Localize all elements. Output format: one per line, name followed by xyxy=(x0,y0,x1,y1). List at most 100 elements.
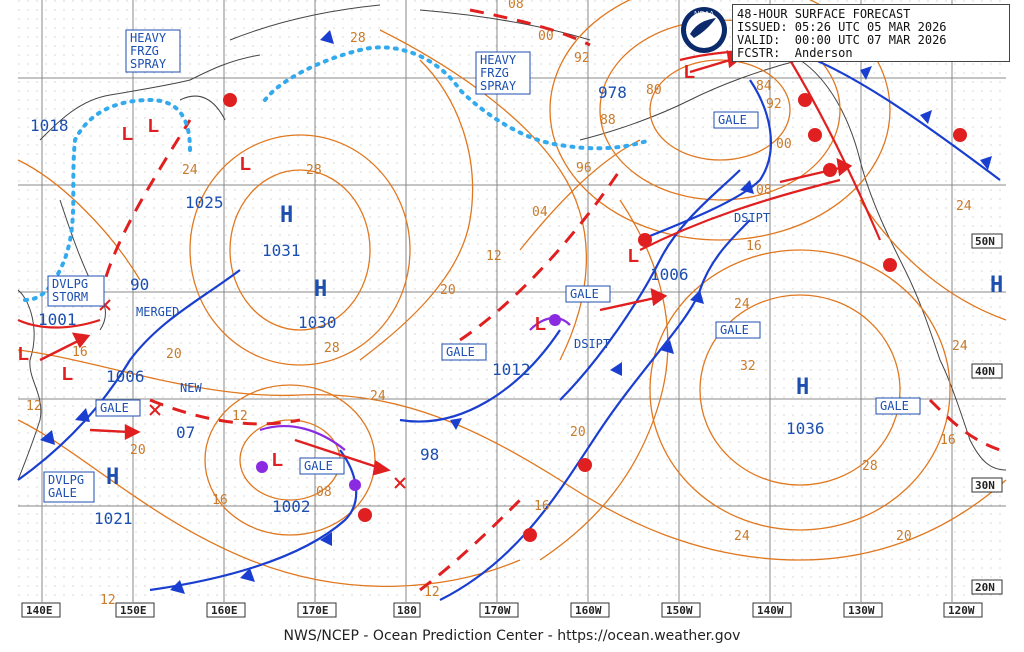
svg-text:24: 24 xyxy=(370,389,386,404)
warning-gale-3: GALE xyxy=(446,345,475,359)
svg-text:20: 20 xyxy=(896,529,912,544)
svg-text:16: 16 xyxy=(746,239,762,254)
isobars xyxy=(17,0,1007,588)
pressure-1025: 1025 xyxy=(185,193,224,212)
fronts xyxy=(17,48,1001,601)
svg-text:150E: 150E xyxy=(120,604,147,617)
svg-text:20: 20 xyxy=(570,425,586,440)
warning-dvlpg-gale: DVLPG GALE xyxy=(48,473,84,500)
svg-text:28: 28 xyxy=(862,459,878,474)
annotation-dsipt-1: DSIPT xyxy=(574,337,610,351)
warning-gale-7: GALE xyxy=(880,399,909,413)
footer-credit: NWS/NCEP - Ocean Prediction Center - htt… xyxy=(283,628,741,644)
svg-text:180: 180 xyxy=(397,604,417,617)
svg-text:140E: 140E xyxy=(26,604,53,617)
x-markers xyxy=(99,299,406,489)
svg-text:32: 32 xyxy=(740,359,756,374)
warning-gale-1: GALE xyxy=(100,401,129,415)
low-symbols: L L L L L L L L L xyxy=(18,62,695,470)
forecast-header: 48-HOUR SURFACE FORECAST ISSUED: 05:26 U… xyxy=(732,4,1010,62)
warning-gale-5: GALE xyxy=(720,323,749,337)
svg-text:16: 16 xyxy=(534,499,550,514)
svg-text:150W: 150W xyxy=(666,604,693,617)
annotation-new: NEW xyxy=(180,381,202,395)
pressure-98: 98 xyxy=(420,445,439,464)
pressure-1001: 1001 xyxy=(38,310,77,329)
svg-text:50N: 50N xyxy=(975,235,995,248)
axis-labels: 140E 150E 160E 170E 180 170W 160W 150W 1… xyxy=(21,233,1003,618)
svg-text:L: L xyxy=(272,450,283,470)
ice-edge xyxy=(23,45,652,302)
svg-text:L: L xyxy=(535,314,546,334)
svg-text:92: 92 xyxy=(574,51,590,66)
high-symbol: H xyxy=(314,277,327,302)
svg-text:24: 24 xyxy=(182,163,198,178)
svg-text:24: 24 xyxy=(952,339,968,354)
pressure-1030: 1030 xyxy=(298,313,337,332)
svg-text:92: 92 xyxy=(766,97,782,112)
pressure-1021: 1021 xyxy=(94,509,133,528)
warning-gale-4: GALE xyxy=(570,287,599,301)
svg-text:04: 04 xyxy=(532,205,548,220)
isobar-labels: 08 00 92 28 24 28 16 20 12 20 24 28 24 3… xyxy=(26,0,972,608)
pressure-1018: 1018 xyxy=(30,116,69,135)
svg-text:96: 96 xyxy=(576,161,592,176)
annotation-dsipt-2: DSIPT xyxy=(734,211,770,225)
svg-text:NOAA: NOAA xyxy=(694,11,714,18)
svg-text:12: 12 xyxy=(100,593,116,608)
svg-text:20: 20 xyxy=(440,283,456,298)
warning-gale-6: GALE xyxy=(718,113,747,127)
high-symbol: H xyxy=(280,203,293,228)
front-symbols xyxy=(40,30,992,594)
svg-text:170E: 170E xyxy=(302,604,329,617)
svg-text:L: L xyxy=(122,124,133,144)
high-symbol: H xyxy=(796,375,809,400)
high-symbol: H xyxy=(106,465,119,490)
pressure-1006b: 1006 xyxy=(650,265,689,284)
pressure-1002: 1002 xyxy=(272,497,311,516)
svg-text:28: 28 xyxy=(324,341,340,356)
annotations: MERGED NEW DSIPT DSIPT xyxy=(136,211,770,395)
warning-heavy-frzg-spray-2: HEAVY FRZG SPRAY xyxy=(480,53,517,93)
svg-text:08: 08 xyxy=(508,0,524,12)
pressure-1012: 1012 xyxy=(492,360,531,379)
svg-text:30N: 30N xyxy=(975,479,995,492)
pressure-1031: 1031 xyxy=(262,241,301,260)
pressure-1006: 1006 xyxy=(106,367,145,386)
svg-text:16: 16 xyxy=(940,433,956,448)
svg-text:12: 12 xyxy=(424,585,440,600)
forecaster: FCSTR: Anderson xyxy=(737,46,853,60)
svg-text:20: 20 xyxy=(130,443,146,458)
svg-text:16: 16 xyxy=(212,493,228,508)
svg-text:L: L xyxy=(62,364,73,384)
svg-text:28: 28 xyxy=(350,31,366,46)
svg-text:20N: 20N xyxy=(975,581,995,594)
noaa-logo: NOAA xyxy=(680,6,728,54)
svg-text:L: L xyxy=(628,246,639,266)
warning-boxes: HEAVY FRZG SPRAY HEAVY FRZG SPRAY DVLPG STORM… xyxy=(43,29,921,503)
svg-text:20: 20 xyxy=(166,347,182,362)
svg-text:12: 12 xyxy=(486,249,502,264)
warning-heavy-frzg-spray-1: HEAVY FRZG SPRAY xyxy=(130,31,167,71)
svg-text:24: 24 xyxy=(734,529,750,544)
svg-text:40N: 40N xyxy=(975,365,995,378)
pressure-978: 978 xyxy=(598,83,627,102)
svg-text:24: 24 xyxy=(734,297,750,312)
map-background xyxy=(18,0,1006,602)
svg-text:160W: 160W xyxy=(575,604,602,617)
svg-text:08: 08 xyxy=(756,183,772,198)
svg-text:L: L xyxy=(240,154,251,174)
svg-text:00: 00 xyxy=(776,137,792,152)
svg-text:160E: 160E xyxy=(211,604,238,617)
svg-text:12: 12 xyxy=(232,409,248,424)
svg-text:120W: 120W xyxy=(948,604,975,617)
svg-text:00: 00 xyxy=(538,29,554,44)
track-arrows xyxy=(39,49,853,476)
issued-time: ISSUED: 05:26 UTC 05 MAR 2026 xyxy=(737,20,947,34)
svg-text:L: L xyxy=(684,62,695,82)
warning-dvlpg-storm: DVLPG STORM xyxy=(52,277,88,304)
svg-text:130W: 130W xyxy=(848,604,875,617)
annotation-merged: MERGED xyxy=(136,305,179,319)
high-symbol: H xyxy=(990,273,1003,298)
